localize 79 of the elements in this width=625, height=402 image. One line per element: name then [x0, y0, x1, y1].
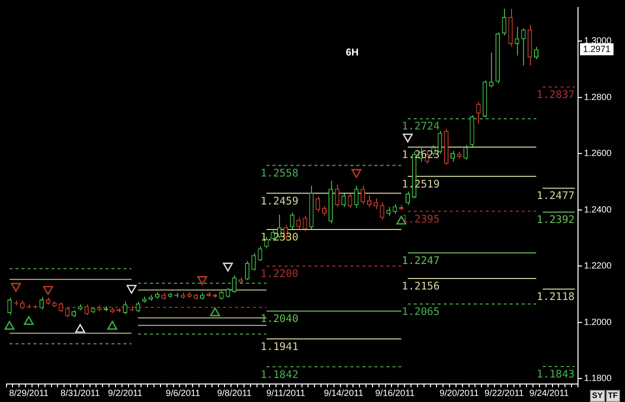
x-tick-label: 9/24/2011 [529, 388, 569, 398]
y-tick-label: 1.2000 [584, 316, 612, 327]
x-tick-label: 9/8/2011 [217, 388, 252, 398]
x-tick-label: 9/6/2011 [166, 388, 200, 398]
series-label: 1.2156 [402, 280, 440, 292]
candlestick [84, 304, 89, 316]
candlestick [39, 296, 44, 310]
series-label: 1.2477 [536, 190, 575, 202]
candlestick [502, 8, 506, 36]
candlestick [438, 130, 442, 154]
text: TF [606, 390, 620, 402]
series-label: 1.2724 [402, 120, 440, 133]
candlestick [290, 212, 294, 230]
series-label: 1.2558 [260, 167, 298, 180]
point [210, 307, 220, 316]
point [24, 316, 34, 325]
candlestick [334, 184, 340, 208]
y-tick-label: 1.2800 [584, 92, 612, 102]
candlestick [392, 204, 398, 214]
x-tick-label: 8/31/2011 [60, 388, 100, 398]
candlestick [360, 185, 366, 205]
candlestick [476, 101, 481, 124]
series-label: 1.1941 [260, 340, 298, 353]
candlestick [322, 205, 327, 216]
candlestick [296, 217, 301, 230]
y-tick-label: 1.1800 [584, 373, 612, 384]
x-tick-label: 9/20/2011 [439, 388, 479, 398]
candlestick [258, 246, 262, 262]
series-label: 1.1843 [536, 368, 575, 380]
text: SY [590, 390, 605, 402]
point [402, 134, 413, 142]
candlestick [136, 301, 140, 313]
point [222, 262, 233, 272]
candlestick [316, 196, 320, 212]
x-tick-label: 9/22/2011 [484, 388, 524, 398]
series-label: 1.2247 [402, 254, 440, 267]
candlestick [302, 215, 308, 232]
x-tick-label: 9/16/2011 [375, 388, 415, 398]
candlestick [463, 144, 468, 160]
y-tick-label: 1.2200 [584, 260, 612, 271]
series-label: 1.2065 [402, 306, 440, 318]
candlestick [489, 52, 494, 88]
candlestick [232, 274, 237, 294]
x-tick-label: 9/2/2011 [108, 388, 142, 398]
candlestick [380, 202, 384, 220]
candlestick [341, 192, 346, 208]
y-tick-label: 1.2600 [584, 148, 612, 158]
candlestick [521, 28, 526, 66]
series-label: 1.2040 [260, 313, 298, 326]
series-label: 1.2459 [260, 195, 298, 208]
y-tick-label: 1.3000 [584, 36, 612, 46]
candlestick [226, 288, 230, 298]
candlestick [244, 260, 250, 281]
x-tick-label: 9/14/2011 [324, 388, 364, 398]
candlestick [534, 46, 538, 60]
candlestick [65, 306, 70, 318]
candlestick [514, 26, 520, 56]
point [4, 320, 14, 330]
series-label: 1.2392 [536, 214, 575, 226]
candlestick [354, 185, 359, 208]
candlestick [122, 301, 128, 315]
candlestick [251, 252, 256, 272]
point [107, 320, 118, 330]
candlestick [7, 297, 12, 316]
candlestick [348, 193, 352, 208]
series-label: 1.2395 [402, 213, 440, 226]
x-tick-label: 8/29/2011 [9, 388, 48, 398]
annotation: 1.2971 [583, 44, 611, 54]
candlestick [406, 191, 410, 206]
series-label: 1.2200 [260, 268, 298, 280]
text: 6H [346, 47, 359, 58]
series-label: 1.2118 [536, 291, 575, 304]
y-tick-label: 1.2400 [584, 204, 612, 214]
point [351, 169, 362, 178]
series-label: 1.1842 [260, 368, 298, 381]
series-label: 1.2837 [536, 88, 575, 101]
candlestick [58, 302, 64, 313]
x-tick-label: 9/11/2011 [266, 388, 306, 398]
point [75, 324, 86, 333]
